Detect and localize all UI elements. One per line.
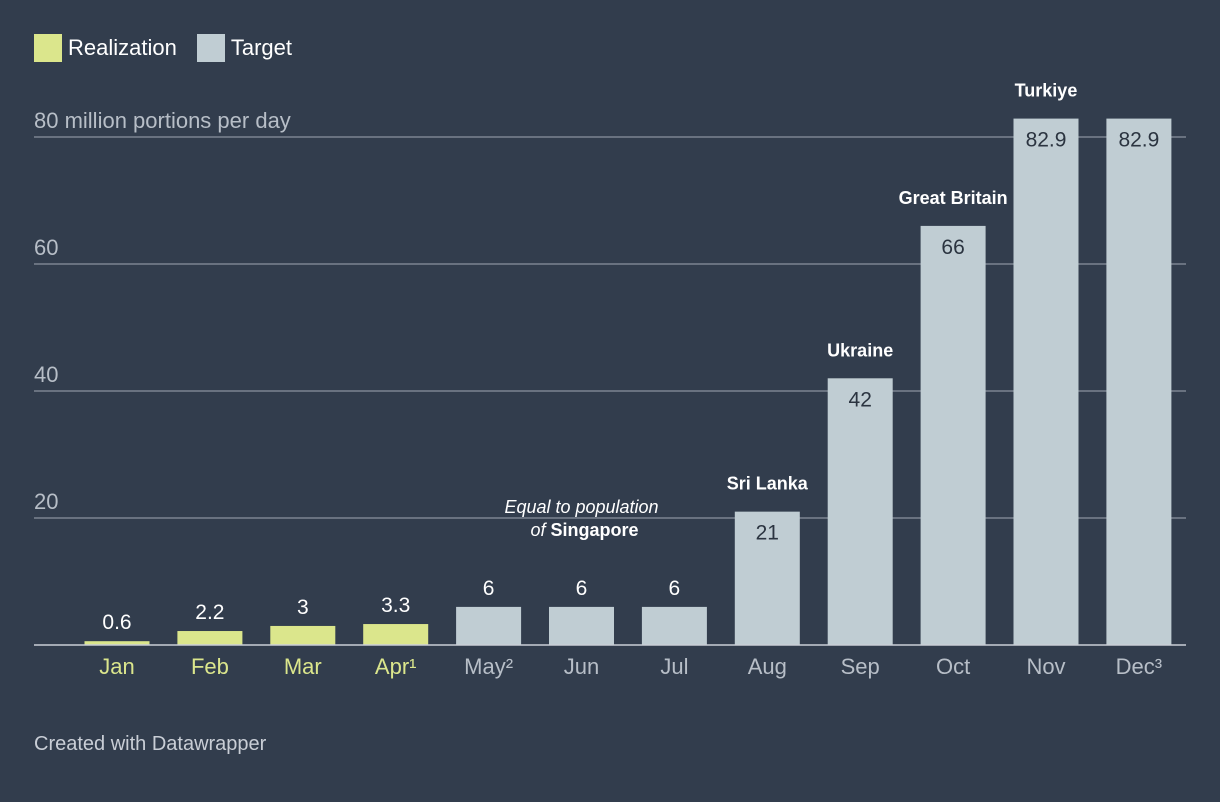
x-tick-label: Dec³ xyxy=(1116,654,1162,679)
bar-annotation: Great Britain xyxy=(899,188,1008,208)
y-tick-label: 40 xyxy=(34,362,58,387)
bar xyxy=(84,641,150,645)
value-label: 3 xyxy=(297,596,309,619)
bar-annotation: Ukraine xyxy=(827,340,893,360)
x-tick-label: Feb xyxy=(191,654,229,679)
bar xyxy=(1106,118,1172,645)
value-label: 6 xyxy=(483,577,495,600)
value-label: 0.6 xyxy=(102,611,131,634)
x-tick-label: Jun xyxy=(564,654,599,679)
x-tick-label: Jul xyxy=(660,654,688,679)
x-tick-label: Mar xyxy=(284,654,322,679)
value-label: 66 xyxy=(941,236,964,259)
bar-annotation: Turkiye xyxy=(1015,81,1078,101)
y-tick-label: 80 million portions per day xyxy=(34,108,291,133)
annotation-line1: Equal to population xyxy=(504,497,658,517)
x-tick-label: Nov xyxy=(1026,654,1065,679)
value-label: 3.3 xyxy=(381,594,410,617)
value-label: 2.2 xyxy=(195,601,224,624)
x-tick-label: May² xyxy=(464,654,513,679)
bar xyxy=(270,625,336,645)
bar xyxy=(641,606,707,645)
bar xyxy=(827,378,893,645)
x-tick-label: Jan xyxy=(99,654,134,679)
annotation-line2-prefix: of xyxy=(530,520,550,540)
footer-credit: Created with Datawrapper xyxy=(34,733,267,755)
bar xyxy=(177,631,243,645)
legend-label-realization: Realization xyxy=(68,35,177,60)
value-label: 42 xyxy=(849,388,872,411)
legend-swatch-realization xyxy=(34,34,62,62)
bar xyxy=(363,624,429,645)
legend-item-target: Target xyxy=(196,34,292,62)
legend-swatch-target xyxy=(196,34,225,62)
value-label: 6 xyxy=(669,577,681,600)
y-tick-label: 60 xyxy=(34,235,58,260)
x-tick-label: Oct xyxy=(936,654,970,679)
value-label: 82.9 xyxy=(1026,129,1067,152)
annotation-line2-bold: Singapore xyxy=(551,520,639,540)
x-tick-label: Aug xyxy=(748,654,787,679)
x-tick-label: Apr¹ xyxy=(375,654,417,679)
bar xyxy=(1013,118,1079,645)
annotation-line2: of Singapore xyxy=(530,520,638,540)
x-tick-label: Sep xyxy=(841,654,880,679)
value-label: 82.9 xyxy=(1118,129,1159,152)
bar xyxy=(549,606,614,645)
value-label: 21 xyxy=(756,522,779,545)
y-tick-label: 20 xyxy=(34,489,58,514)
bar xyxy=(456,606,522,645)
legend-label-target: Target xyxy=(230,35,292,60)
legend: Realization Target xyxy=(34,34,292,62)
bar xyxy=(734,511,800,645)
legend-item-realization: Realization xyxy=(34,34,177,62)
bar xyxy=(920,225,986,645)
bar-annotation: Sri Lanka xyxy=(727,474,809,494)
value-label: 6 xyxy=(576,577,588,600)
